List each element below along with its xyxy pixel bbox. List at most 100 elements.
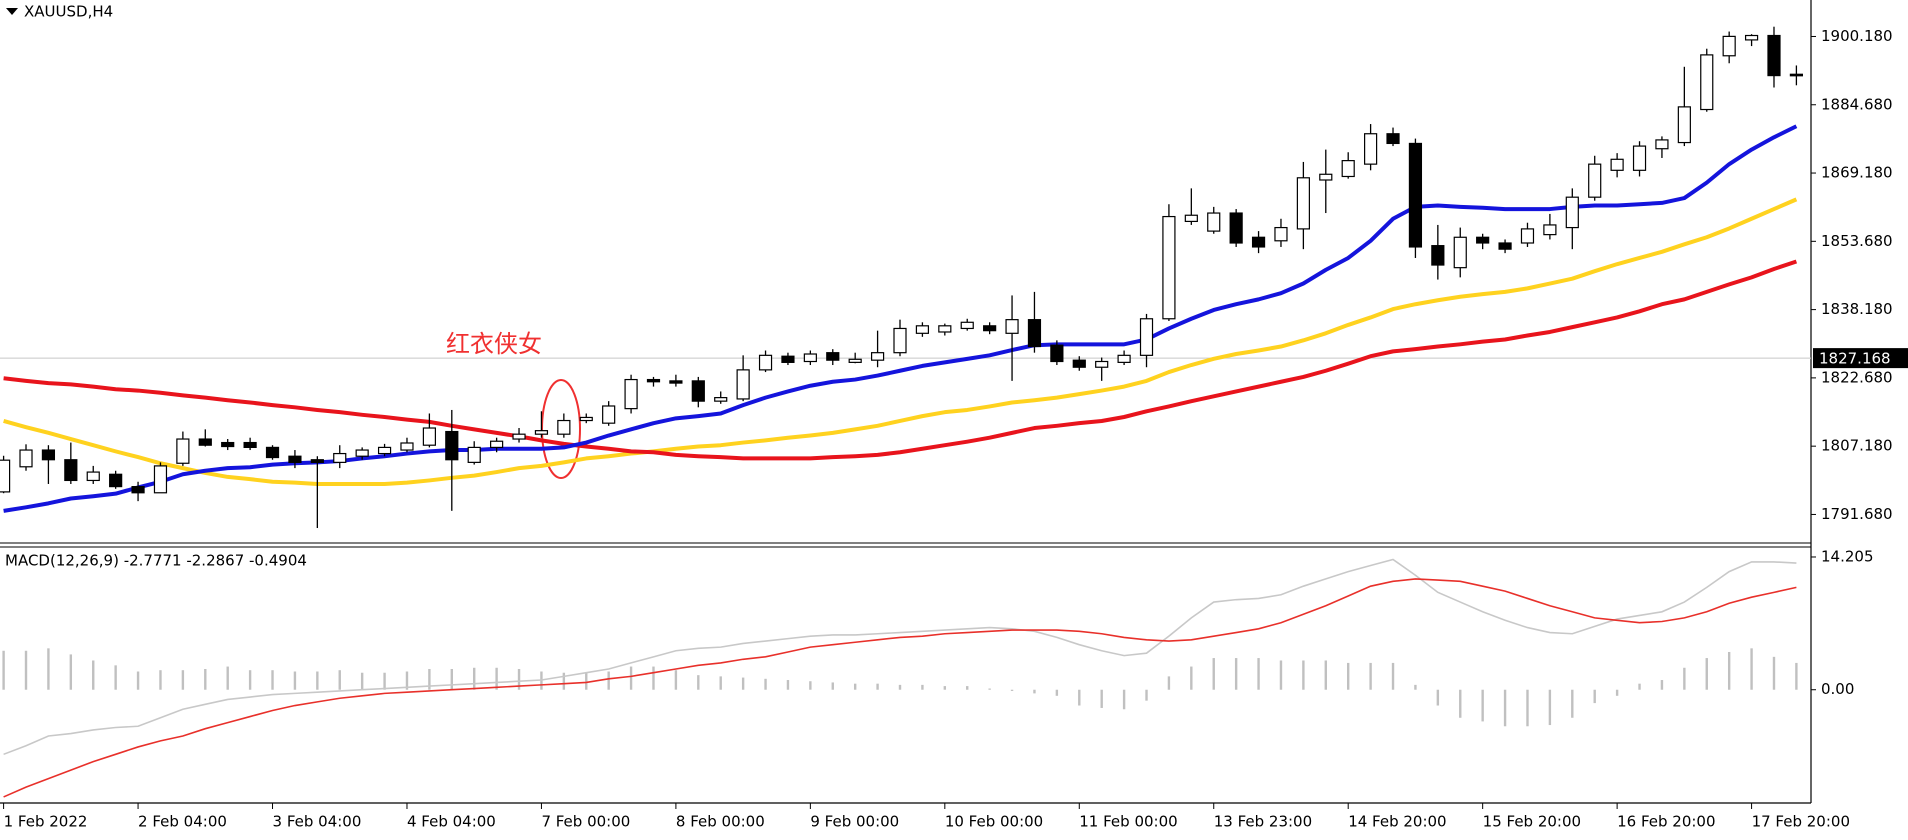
candle-body xyxy=(19,449,33,468)
candle-body xyxy=(131,486,145,494)
candle-body xyxy=(1700,54,1714,111)
candle-body xyxy=(1005,319,1019,334)
candle-body xyxy=(490,440,504,449)
candle-body xyxy=(870,352,885,361)
candle-body xyxy=(1296,177,1310,230)
candle-body xyxy=(646,378,661,383)
candle-body xyxy=(221,441,235,448)
candle-body xyxy=(1229,212,1243,244)
y-tick-label: 1791.680 xyxy=(1821,505,1893,523)
macd-line xyxy=(3,558,1797,756)
candle-body xyxy=(1722,35,1736,57)
candle-body xyxy=(355,449,369,457)
y-tick-label: 14.205 xyxy=(1821,547,1874,565)
candle-body xyxy=(1408,142,1423,248)
candle-body xyxy=(109,473,123,488)
x-tick-label: 16 Feb 20:00 xyxy=(1617,813,1715,831)
candle-body xyxy=(1207,212,1221,232)
candle-body xyxy=(1274,226,1288,242)
candle-body xyxy=(983,325,997,332)
candle-body xyxy=(1677,106,1691,144)
candle-body xyxy=(915,325,930,334)
candle-body xyxy=(848,358,862,363)
candle-body xyxy=(265,446,280,459)
price-label-box xyxy=(1813,348,1908,369)
x-tick-label: 10 Feb 00:00 xyxy=(945,813,1043,831)
moving-average xyxy=(3,124,1798,513)
candle-body xyxy=(1520,228,1535,244)
candle-body xyxy=(1632,145,1647,171)
candle-body xyxy=(377,446,392,455)
candle-body xyxy=(1588,163,1602,198)
candle-body xyxy=(826,352,840,361)
candle-body xyxy=(691,380,705,402)
candle-body xyxy=(243,441,257,449)
candle-body xyxy=(758,354,773,371)
candle-body xyxy=(1610,158,1624,171)
candle-body xyxy=(1117,354,1131,363)
x-tick-label: 3 Feb 04:00 xyxy=(273,813,362,831)
candle-body xyxy=(1050,344,1064,363)
candle-body xyxy=(602,405,616,424)
candle-body xyxy=(1162,215,1176,320)
candle-body xyxy=(445,430,459,461)
candle-body xyxy=(1364,133,1378,165)
moving-average xyxy=(3,259,1798,461)
candle-body xyxy=(1184,214,1198,223)
candle-body xyxy=(1431,245,1445,266)
candle-body xyxy=(153,465,168,494)
candle-body xyxy=(400,442,414,451)
candle-body xyxy=(1139,318,1154,356)
x-tick-label: 13 Feb 23:00 xyxy=(1214,813,1312,831)
candle-body xyxy=(960,321,974,330)
y-tick-label: 1869.180 xyxy=(1821,164,1893,182)
candle-body xyxy=(579,416,593,422)
annotation: 红衣侠女 xyxy=(446,330,542,358)
x-tick-label: 15 Feb 20:00 xyxy=(1483,813,1581,831)
x-tick-label: 9 Feb 00:00 xyxy=(810,813,899,831)
candle-body xyxy=(1341,160,1355,178)
x-tick-label: 1 Feb 2022 xyxy=(4,813,88,831)
candle-body xyxy=(557,419,571,435)
indicator-title: MACD(12,26,9) -2.7771 -2.2867 -0.4904 xyxy=(5,552,307,570)
macd-line xyxy=(3,578,1797,798)
candle-body xyxy=(1386,133,1400,145)
candle-body xyxy=(1319,173,1333,181)
candle-body xyxy=(781,355,795,363)
symbol-menu-arrow xyxy=(6,8,18,15)
candle-body xyxy=(534,430,549,435)
candle-body xyxy=(333,452,347,463)
candle-body xyxy=(1498,242,1512,250)
candle-body xyxy=(86,471,100,482)
y-tick-label: 1900.180 xyxy=(1821,27,1893,45)
candle-body xyxy=(803,353,817,363)
candle-body xyxy=(0,459,11,493)
x-tick-label: 2 Feb 04:00 xyxy=(138,813,227,831)
y-tick-label: 1853.680 xyxy=(1821,232,1893,250)
candle-body xyxy=(624,378,638,410)
candle-body xyxy=(198,438,212,446)
y-tick-label: 1822.680 xyxy=(1821,368,1893,386)
x-tick-label: 4 Feb 04:00 xyxy=(407,813,496,831)
chart-title: XAUUSD,H4 xyxy=(24,3,113,21)
y-tick-label: 1838.180 xyxy=(1821,300,1893,318)
candle-body xyxy=(176,438,190,464)
candle-body xyxy=(714,397,728,402)
candle-body xyxy=(1655,139,1669,150)
candle-body xyxy=(1027,319,1042,348)
candle-body xyxy=(1476,236,1490,244)
candle-body xyxy=(310,459,324,463)
x-tick-label: 11 Feb 00:00 xyxy=(1079,813,1177,831)
candle-body xyxy=(1543,224,1557,236)
candle-body xyxy=(1744,34,1759,41)
candle-body xyxy=(1767,34,1781,77)
x-tick-label: 8 Feb 00:00 xyxy=(676,813,765,831)
candle-body xyxy=(1453,236,1467,269)
moving-average xyxy=(3,197,1798,486)
candle-body xyxy=(1565,196,1579,229)
candle-body xyxy=(938,325,952,333)
candle-body xyxy=(288,455,302,463)
candle-body xyxy=(1072,359,1086,368)
